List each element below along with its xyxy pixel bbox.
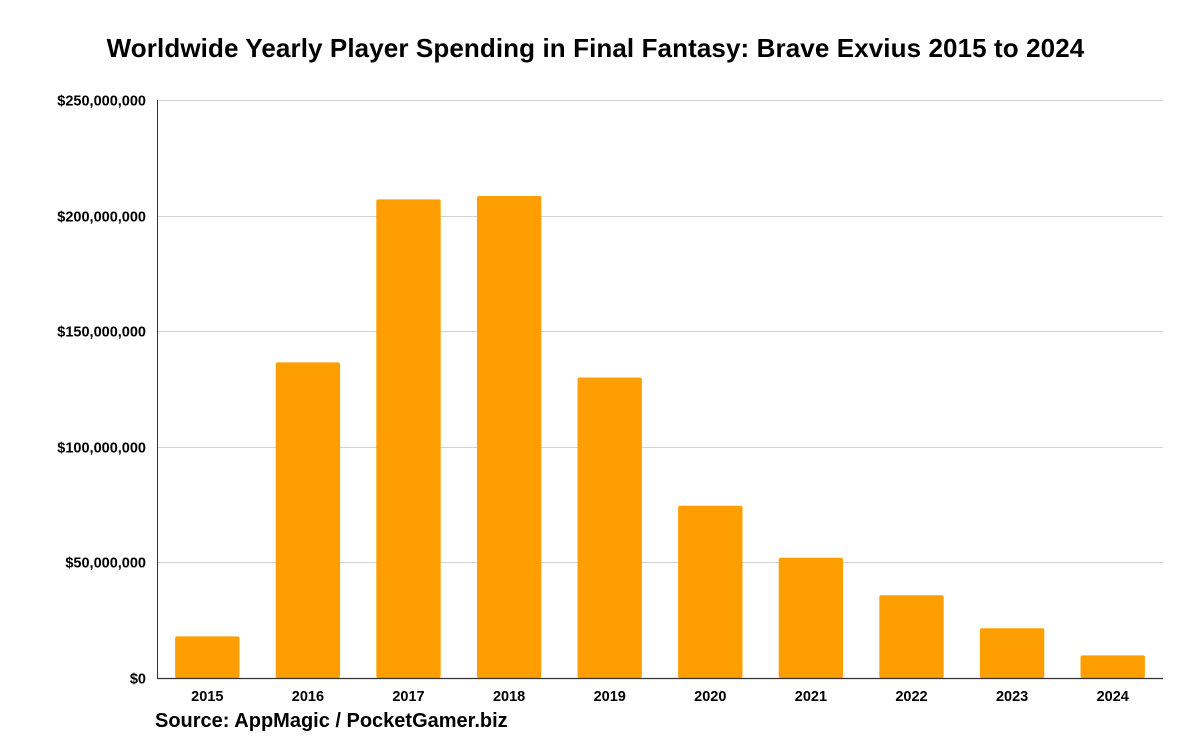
bar-2024 (1080, 655, 1145, 678)
bar-2021 (778, 557, 844, 678)
x-tick-label: 2023 (996, 689, 1028, 705)
x-tick-label: 2018 (493, 689, 525, 705)
x-tick-label: 2017 (392, 689, 424, 705)
x-axis-tick-labels: 2015 2016 2017 2018 2019 2020 2021 2022 2023 2024 (191, 689, 1129, 705)
y-tick-label: $250,000,000 (57, 94, 146, 110)
x-tick-label: 2016 (292, 689, 324, 705)
x-tick-label: 2022 (895, 689, 927, 705)
bar-2017 (376, 199, 441, 679)
bar-2016 (275, 362, 341, 678)
y-tick-label: $100,000,000 (57, 441, 146, 457)
x-tick-label: 2024 (1097, 689, 1129, 705)
bar-2020 (678, 505, 743, 678)
bar-2019 (577, 377, 642, 678)
source-note: Source: AppMagic / PocketGamer.biz (155, 710, 508, 732)
x-tick-label: 2019 (594, 689, 626, 705)
axes (157, 100, 1163, 680)
y-tick-label: $200,000,000 (57, 210, 146, 226)
y-axis-tick-labels: $0 $50,000,000 $100,000,000 $150,000,000 $20… (57, 94, 146, 688)
y-tick-label: $0 (130, 672, 146, 688)
bar-2018 (476, 195, 542, 678)
bar-2015 (175, 636, 240, 678)
chart-title: Worldwide Yearly Player Spending in Fina… (106, 33, 1085, 63)
x-tick-label: 2021 (795, 689, 827, 705)
bar-2022 (879, 595, 944, 678)
x-tick-label: 2015 (191, 689, 223, 705)
y-tick-label: $50,000,000 (65, 556, 146, 572)
x-tick-label: 2020 (694, 689, 726, 705)
bar-2023 (979, 628, 1045, 678)
bars (175, 195, 1145, 679)
y-tick-label: $150,000,000 (57, 325, 146, 341)
